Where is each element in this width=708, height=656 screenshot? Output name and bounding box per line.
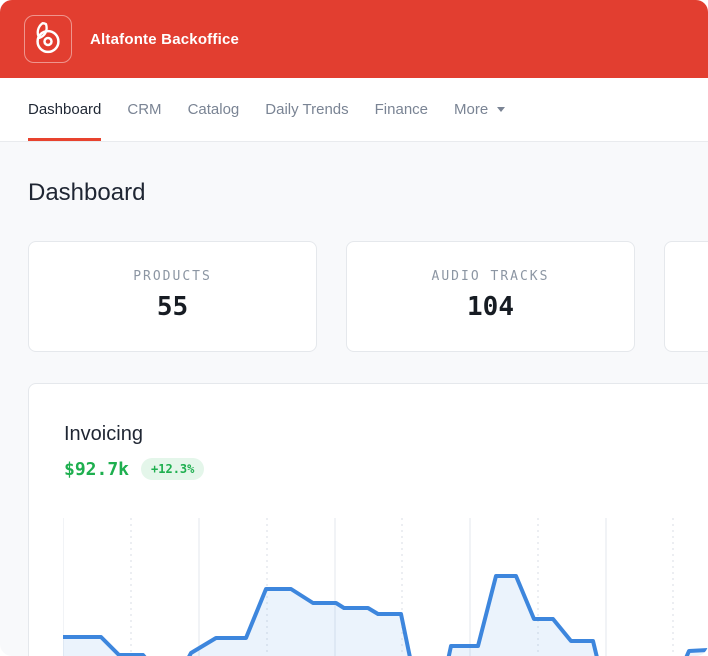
nav-tab-catalog[interactable]: Catalog: [187, 101, 240, 118]
stat-card-products: PRODUCTS 55: [28, 241, 317, 352]
stat-card-offscreen: [664, 241, 708, 352]
page-title: Dashboard: [28, 179, 146, 206]
nav-tab-crm[interactable]: CRM: [127, 101, 162, 118]
invoicing-change-badge: +12.3%: [141, 458, 205, 480]
stat-card-label: PRODUCTS: [133, 269, 212, 284]
invoicing-area-chart: [63, 518, 708, 656]
chevron-down-icon: [497, 107, 506, 112]
nav-tab-daily-trends[interactable]: Daily Trends: [265, 101, 349, 118]
stat-card-label: AUDIO TRACKS: [431, 269, 550, 284]
invoicing-total: $92.7k: [64, 458, 130, 480]
app-header: Altafonte Backoffice: [0, 0, 708, 78]
invoicing-panel: Invoicing $92.7k +12.3%: [28, 383, 708, 656]
stat-card-value: 55: [156, 292, 189, 322]
invoicing-title: Invoicing: [64, 423, 143, 445]
altafonte-record-icon: [36, 22, 60, 54]
app-title: Altafonte Backoffice: [90, 30, 240, 48]
nav-tab-more[interactable]: More: [454, 78, 506, 141]
nav-tab-finance[interactable]: Finance: [374, 101, 429, 118]
stat-card-audio-tracks: AUDIO TRACKS 104: [346, 241, 635, 352]
main-nav: Dashboard CRM Catalog Daily Trends Finan…: [0, 78, 708, 142]
nav-tab-more-label: More: [454, 101, 489, 118]
stat-cards-row: PRODUCTS 55 AUDIO TRACKS 104: [28, 241, 708, 352]
nav-tab-dashboard[interactable]: Dashboard: [28, 78, 102, 141]
invoicing-kpi-row: $92.7k +12.3%: [64, 458, 708, 480]
app-logo[interactable]: [24, 15, 72, 63]
stat-card-value: 104: [467, 292, 514, 322]
main-content: Dashboard PRODUCTS 55 AUDIO TRACKS 104 I…: [0, 178, 708, 656]
